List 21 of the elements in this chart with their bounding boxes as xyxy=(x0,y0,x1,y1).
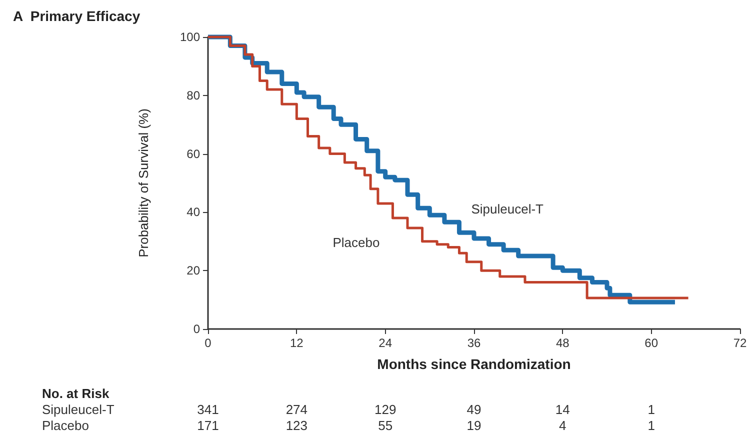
series-label: Sipuleucel-T xyxy=(471,202,544,217)
x-tick-label: 12 xyxy=(290,336,304,350)
y-tick-label: 80 xyxy=(186,88,200,102)
y-tick-label: 40 xyxy=(186,205,200,220)
y-tick-label: 20 xyxy=(186,264,200,278)
text: A Primary Efficacy xyxy=(13,8,140,24)
x-tick-label: 0 xyxy=(204,336,212,350)
x-tick-label: 36 xyxy=(467,336,481,350)
x-tick-label: 24 xyxy=(378,336,392,350)
text: Sipuleucel-T 341 274 129 49 14 1 xyxy=(42,402,655,417)
y-tick-label: 100 xyxy=(180,30,200,44)
y-axis-title: Probability of Survival (%) xyxy=(136,108,151,258)
x-axis-title: Months since Randomization xyxy=(377,356,571,372)
text: No. at Risk xyxy=(42,386,110,401)
x-tick-label: 48 xyxy=(556,336,570,350)
y-tick-label: 60 xyxy=(186,146,200,161)
series-label: Placebo xyxy=(332,235,380,250)
y-tick-label: 0 xyxy=(193,322,200,336)
x-tick-label: 60 xyxy=(644,336,658,350)
text: Placebo 171 123 55 19 4 1 xyxy=(42,418,655,432)
x-tick-label: 72 xyxy=(733,336,747,350)
